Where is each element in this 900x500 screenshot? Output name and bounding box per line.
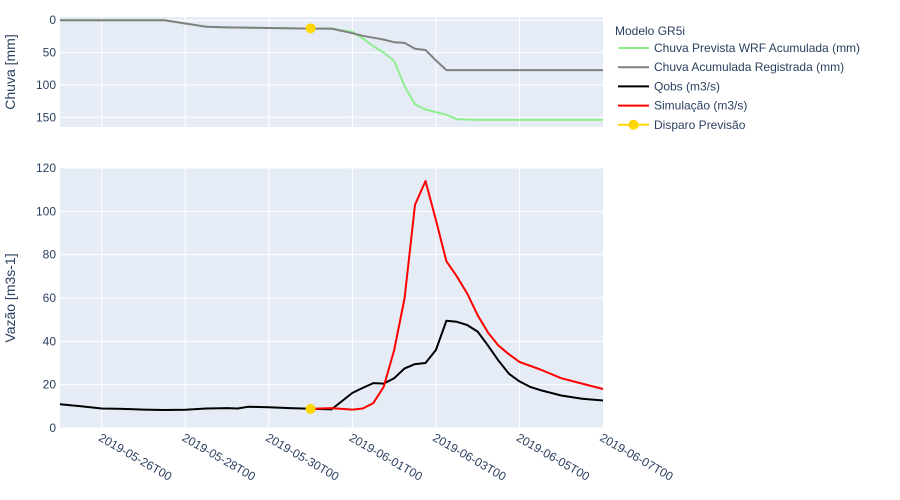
discharge-panel: 0 20 40 60 80 100 120 Vazão [m3s-1] 2019-05-26T0… <box>2 161 676 484</box>
forecast-trigger-marker <box>305 23 316 34</box>
legend-entry-label: Chuva Acumulada Registrada (mm) <box>654 60 844 74</box>
rainfall-panel: 0 50 100 150 Chuva [mm] <box>2 13 603 127</box>
legend-title: Modelo GR5i <box>615 24 685 38</box>
series-line <box>60 19 603 72</box>
y-tick-label: 120 <box>36 161 56 175</box>
x-tick-label: 2019-05-28T00 <box>180 430 258 483</box>
y-tick-label: 20 <box>43 378 57 392</box>
legend-entry-label: Qobs (m3/s) <box>654 79 720 93</box>
y-axis-title: Vazão [m3s-1] <box>2 253 18 342</box>
y-tick-label: 60 <box>43 291 57 305</box>
y-tick-label: 0 <box>49 13 56 27</box>
series-line <box>310 180 604 411</box>
x-tick-label: 2019-06-03T00 <box>430 430 508 483</box>
legend-entry-label: Chuva Prevista WRF Acumulada (mm) <box>654 41 860 55</box>
legend: Modelo GR5i Chuva Prevista WRF Acumulada … <box>615 24 860 132</box>
y-tick-label: 100 <box>36 78 56 92</box>
y-axis-title: Chuva [mm] <box>2 34 18 109</box>
x-tick-label: 2019-06-05T00 <box>514 430 592 483</box>
y-tick-label: 50 <box>43 46 57 60</box>
legend-marker <box>628 119 639 130</box>
y-tick-label: 100 <box>36 204 56 218</box>
legend-entry-label: Disparo Previsão <box>654 118 746 132</box>
x-tick-label: 2019-05-30T00 <box>263 430 341 483</box>
x-tick-label: 2019-05-26T00 <box>96 430 174 483</box>
x-tick-label: 2019-06-01T00 <box>347 430 425 483</box>
x-tick-label: 2019-06-07T00 <box>598 430 676 483</box>
forecast-trigger-marker <box>305 403 316 414</box>
y-tick-label: 80 <box>43 248 57 262</box>
y-tick-label: 0 <box>49 421 56 435</box>
y-tick-label: 40 <box>43 334 57 348</box>
y-tick-label: 150 <box>36 110 56 124</box>
plot-background <box>60 17 603 127</box>
legend-entry-label: Simulação (m3/s) <box>654 99 747 113</box>
